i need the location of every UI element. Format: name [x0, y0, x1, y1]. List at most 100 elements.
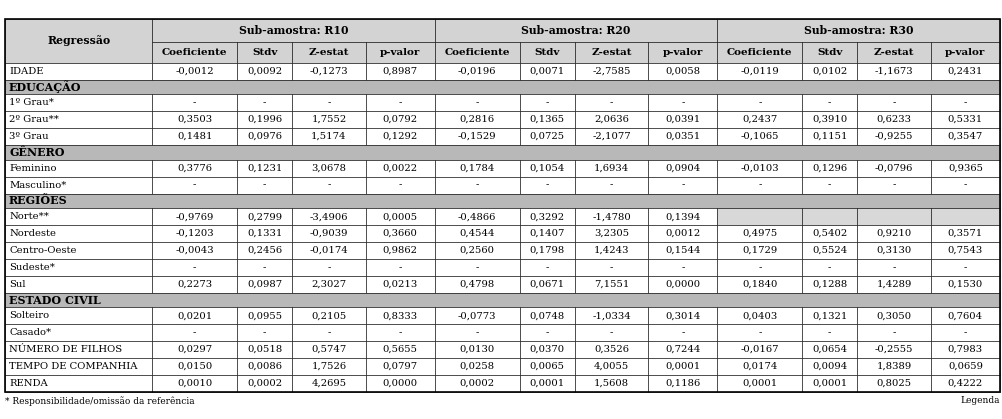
Text: 0,3292: 0,3292: [530, 212, 565, 221]
Text: -0,1065: -0,1065: [740, 132, 780, 141]
Bar: [931, 111, 1000, 128]
Text: 0,1530: 0,1530: [948, 280, 983, 289]
Bar: [931, 358, 1000, 375]
Bar: [293, 324, 366, 341]
Bar: [717, 160, 803, 177]
Text: Z-estat: Z-estat: [309, 48, 349, 57]
Bar: [5, 375, 152, 392]
Text: 0,8025: 0,8025: [877, 379, 912, 388]
Text: 0,0403: 0,0403: [742, 311, 778, 321]
Text: Stdv: Stdv: [252, 48, 278, 57]
Text: -0,0103: -0,0103: [740, 164, 780, 173]
Text: RENDA: RENDA: [9, 379, 48, 388]
Bar: [931, 375, 1000, 392]
Bar: [293, 41, 366, 63]
Bar: [931, 63, 1000, 80]
Text: 0,0086: 0,0086: [247, 362, 283, 371]
Text: 0,1321: 0,1321: [812, 311, 848, 321]
Text: -3,4906: -3,4906: [310, 212, 348, 221]
Text: 0,0391: 0,0391: [665, 115, 700, 124]
Bar: [717, 177, 803, 194]
Text: 0,0976: 0,0976: [247, 132, 283, 141]
Text: -0,0196: -0,0196: [458, 67, 496, 75]
Text: 0,1394: 0,1394: [665, 212, 700, 221]
Bar: [435, 177, 520, 194]
Text: 2,3027: 2,3027: [312, 280, 347, 289]
Text: 0,1292: 0,1292: [383, 132, 418, 141]
Bar: [858, 341, 931, 358]
Text: 0,2816: 0,2816: [460, 115, 495, 124]
Bar: [648, 242, 717, 259]
Text: Sudeste*: Sudeste*: [9, 263, 55, 272]
Text: 0,1407: 0,1407: [529, 229, 565, 238]
Text: 0,1784: 0,1784: [460, 164, 495, 173]
Bar: [931, 41, 1000, 63]
Text: 0,0000: 0,0000: [383, 379, 418, 388]
Bar: [803, 111, 858, 128]
Text: p-valor: p-valor: [662, 48, 703, 57]
Bar: [520, 324, 575, 341]
Text: -: -: [610, 328, 613, 337]
Text: 4,0055: 4,0055: [594, 362, 629, 371]
Text: -: -: [610, 98, 613, 107]
Bar: [858, 208, 931, 225]
Text: 0,3660: 0,3660: [383, 229, 418, 238]
Bar: [648, 111, 717, 128]
Text: 0,0001: 0,0001: [665, 362, 700, 371]
Text: -: -: [193, 328, 196, 337]
Text: 0,7244: 0,7244: [665, 345, 700, 354]
Bar: [648, 41, 717, 63]
Bar: [803, 341, 858, 358]
Text: -: -: [193, 263, 196, 272]
Text: 1,5174: 1,5174: [312, 132, 347, 141]
Text: GÊNERO: GÊNERO: [9, 147, 64, 158]
Bar: [366, 63, 435, 80]
Bar: [717, 208, 803, 225]
Text: 0,8987: 0,8987: [383, 67, 418, 75]
Text: TEMPO DE COMPANHIA: TEMPO DE COMPANHIA: [9, 362, 137, 371]
Text: 0,1840: 0,1840: [742, 280, 778, 289]
Bar: [5, 308, 152, 324]
Text: 0,2273: 0,2273: [177, 280, 212, 289]
Text: -: -: [759, 263, 762, 272]
Bar: [575, 225, 648, 242]
Bar: [648, 94, 717, 111]
Bar: [717, 63, 803, 80]
Text: 0,0071: 0,0071: [529, 67, 565, 75]
Bar: [520, 375, 575, 392]
Text: 1,7552: 1,7552: [312, 115, 347, 124]
Text: * Responsibilidade/omissão da referência: * Responsibilidade/omissão da referência: [5, 396, 194, 406]
Text: Nordeste: Nordeste: [9, 229, 56, 238]
Text: 0,4975: 0,4975: [742, 229, 778, 238]
Text: Regressão: Regressão: [47, 35, 110, 46]
Text: p-valor: p-valor: [945, 48, 986, 57]
Bar: [435, 324, 520, 341]
Text: NÚMERO DE FILHOS: NÚMERO DE FILHOS: [9, 345, 122, 354]
Text: 0,4222: 0,4222: [948, 379, 983, 388]
Bar: [293, 94, 366, 111]
Bar: [803, 41, 858, 63]
Text: -0,0043: -0,0043: [175, 246, 214, 255]
Bar: [293, 375, 366, 392]
Bar: [717, 111, 803, 128]
Bar: [366, 308, 435, 324]
Bar: [931, 94, 1000, 111]
Text: 0,0022: 0,0022: [383, 164, 418, 173]
Bar: [648, 276, 717, 292]
Text: 0,9862: 0,9862: [383, 246, 418, 255]
Bar: [931, 160, 1000, 177]
Bar: [575, 242, 648, 259]
Text: 1,4243: 1,4243: [594, 246, 629, 255]
Bar: [858, 375, 931, 392]
Bar: [435, 341, 520, 358]
Text: -: -: [681, 263, 684, 272]
Text: 3º Grau: 3º Grau: [9, 132, 49, 141]
Text: Coeficiente: Coeficiente: [162, 48, 227, 57]
Text: 0,3050: 0,3050: [877, 311, 912, 321]
Text: 0,5747: 0,5747: [312, 345, 347, 354]
Text: Stdv: Stdv: [817, 48, 843, 57]
Bar: [5, 94, 152, 111]
Bar: [575, 177, 648, 194]
Bar: [858, 324, 931, 341]
Bar: [520, 63, 575, 80]
